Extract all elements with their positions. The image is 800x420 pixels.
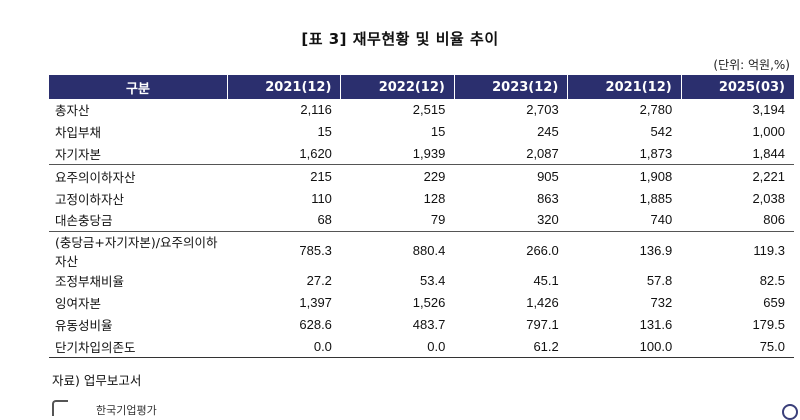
table-row: (충당금+자기자본)/요주의이하자산 785.3 880.4 266.0 136… <box>49 230 794 270</box>
cell-value: 1,620 <box>299 145 332 161</box>
cell-value: 905 <box>454 164 568 188</box>
table-row: 대손충당금 68 79 320 740 806 <box>49 209 794 231</box>
cell-value: 797.1 <box>526 316 559 332</box>
cell-value: 2,221 <box>681 164 794 188</box>
financial-table: 구분 2021(12) 2022(12) 2023(12) 2021(12) 2… <box>49 75 794 358</box>
cell-value: 1,000 <box>752 124 785 140</box>
cell-value: 110 <box>311 190 332 206</box>
cell-value: 100.0 <box>567 335 682 358</box>
table-row: 잉여자본 1,397 1,526 1,426 732 659 <box>49 292 794 314</box>
cell-value: 2,703 <box>526 102 559 118</box>
unit-label: (단위: 억원,%) <box>713 58 790 72</box>
cell-value: 136.9 <box>567 230 682 270</box>
cell-value: 229 <box>340 164 455 188</box>
cell-value: 57.8 <box>646 273 673 289</box>
row-label: 고정이하자산 <box>55 191 125 207</box>
cell-value: 68 <box>317 212 332 228</box>
cell-value: 131.6 <box>639 316 673 332</box>
row-label: 조정부채비율 <box>55 274 125 290</box>
cell-value: 1,526 <box>412 294 446 310</box>
table-row: 요주의이하자산 215 229 905 1,908 2,221 <box>49 164 794 188</box>
cell-value: 0.0 <box>340 335 455 358</box>
cell-value: 3,194 <box>752 102 785 118</box>
cell-value: 1,844 <box>752 145 785 161</box>
row-label: 차입부채 <box>55 125 102 141</box>
row-label: 잉여자본 <box>55 295 102 311</box>
cell-value: 628.6 <box>299 316 332 332</box>
header-category: 구분 <box>49 75 228 99</box>
cell-value: 740 <box>650 212 673 228</box>
cell-value: 45.1 <box>533 273 559 289</box>
table-row: 차입부채 15 15 245 542 1,000 <box>49 121 794 143</box>
cell-value: 1,885 <box>639 190 673 206</box>
header-year: 2021(12) <box>226 75 341 99</box>
cell-value: 0.0 <box>227 335 341 358</box>
cell-value: 320 <box>537 212 559 228</box>
cell-value: 1,873 <box>639 145 673 161</box>
cell-value: 82.5 <box>759 273 785 289</box>
header-year: 2023(12) <box>453 75 568 99</box>
table-row: 조정부채비율 27.2 53.4 45.1 57.8 82.5 <box>49 270 794 292</box>
cell-value: 863 <box>537 190 559 206</box>
cell-value: 53.4 <box>420 273 446 289</box>
header-year: 2021(12) <box>567 75 682 99</box>
cell-value: 61.2 <box>454 335 568 358</box>
cell-value: 732 <box>650 294 673 310</box>
cell-value: 266.0 <box>454 230 568 270</box>
cell-value: 2,515 <box>412 102 446 118</box>
cell-value: 659 <box>763 294 785 310</box>
source-note: 자료) 업무보고서 <box>52 373 142 388</box>
cell-value: 179.5 <box>752 316 785 332</box>
row-label: 총자산 <box>55 103 90 119</box>
cell-value: 128 <box>423 190 446 206</box>
footer-bracket-icon <box>52 400 68 416</box>
cell-value: 1,939 <box>412 145 446 161</box>
row-label: 단기차입의존도 <box>49 335 228 358</box>
cell-value: 119.3 <box>681 230 794 270</box>
cell-value: 542 <box>650 124 673 140</box>
cell-value: 2,038 <box>752 190 785 206</box>
cell-value: 1,908 <box>567 164 682 188</box>
circle-icon <box>782 404 798 420</box>
row-label: 요주의이하자산 <box>49 164 228 188</box>
row-label: 유동성비율 <box>55 317 113 333</box>
cell-value: 215 <box>227 164 341 188</box>
table-row: 단기차입의존도 0.0 0.0 61.2 100.0 75.0 <box>49 335 794 358</box>
header-year: 2022(12) <box>340 75 455 99</box>
cell-value: 483.7 <box>412 316 446 332</box>
footer-logo-text: 한국기업평가 <box>96 404 157 417</box>
cell-value: 1,397 <box>299 294 332 310</box>
cell-value: 880.4 <box>340 230 455 270</box>
table-header-row: 구분 2021(12) 2022(12) 2023(12) 2021(12) 2… <box>49 75 794 99</box>
cell-value: 2,116 <box>300 102 332 118</box>
cell-value: 2,780 <box>639 102 673 118</box>
cell-value: 2,087 <box>526 145 559 161</box>
table-row: 유동성비율 628.6 483.7 797.1 131.6 179.5 <box>49 313 794 335</box>
cell-value: 15 <box>317 124 332 140</box>
cell-value: 79 <box>430 212 446 228</box>
header-year: 2025(03) <box>680 75 794 99</box>
cell-value: 15 <box>430 124 446 140</box>
table-row: 총자산 2,116 2,515 2,703 2,780 3,194 <box>49 99 794 121</box>
table-title: [표 3] 재무현황 및 비율 추이 <box>301 30 499 48</box>
row-label: 대손충당금 <box>55 213 113 229</box>
cell-value: 785.3 <box>227 230 341 270</box>
row-label: (충당금+자기자본)/요주의이하자산 <box>49 230 228 270</box>
cell-value: 245 <box>537 124 559 140</box>
cell-value: 27.2 <box>306 273 332 289</box>
cell-value: 806 <box>763 212 785 228</box>
row-label: 자기자본 <box>55 146 102 162</box>
cell-value: 75.0 <box>681 335 794 358</box>
table-row: 고정이하자산 110 128 863 1,885 2,038 <box>49 187 794 209</box>
table-row: 자기자본 1,620 1,939 2,087 1,873 1,844 <box>49 143 794 165</box>
cell-value: 1,426 <box>526 294 559 310</box>
